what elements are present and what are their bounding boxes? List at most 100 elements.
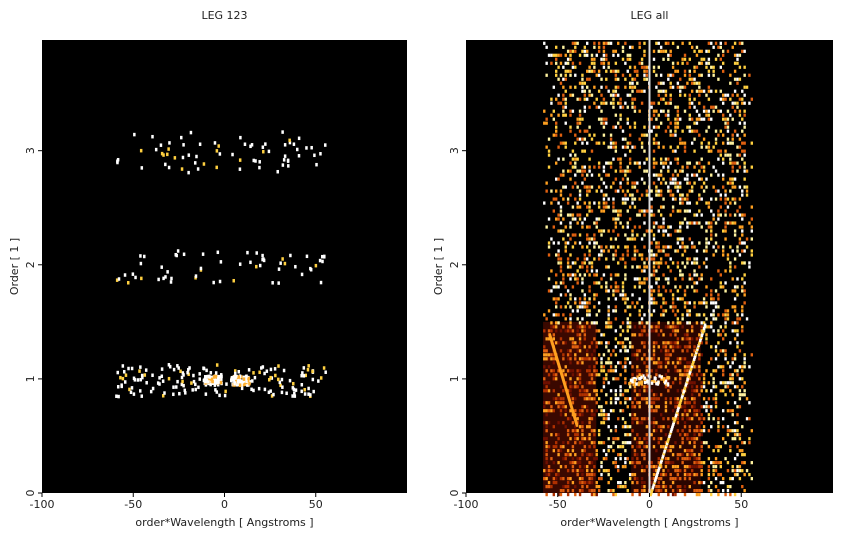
image-pixel [712, 329, 715, 333]
image-pixel [724, 493, 727, 497]
image-pixel [702, 381, 706, 385]
image-pixel [543, 345, 546, 349]
image-pixel [605, 325, 608, 329]
image-pixel [736, 429, 739, 433]
image-pixel [698, 313, 701, 317]
image-pixel [681, 57, 684, 61]
image-pixel [736, 101, 739, 105]
image-pixel [729, 449, 732, 453]
image-pixel [578, 349, 582, 353]
image-pixel [638, 165, 641, 169]
image-pixel [662, 285, 665, 289]
image-pixel [631, 417, 634, 421]
image-pixel [686, 401, 689, 405]
image-pixel [662, 481, 665, 485]
image-pixel [588, 425, 591, 429]
image-pixel [659, 413, 663, 417]
image-pixel [258, 160, 261, 164]
image-pixel [712, 301, 715, 305]
image-pixel [602, 141, 606, 145]
image-pixel [605, 57, 608, 61]
image-pixel [576, 461, 579, 465]
image-pixel [547, 353, 551, 357]
image-pixel [614, 305, 618, 309]
image-pixel [564, 293, 567, 297]
image-pixel [307, 386, 310, 391]
image-pixel [686, 465, 689, 469]
image-pixel [172, 392, 175, 397]
image-pixel [717, 473, 720, 477]
image-pixel [633, 489, 637, 493]
image-pixel [741, 289, 744, 293]
image-pixel [595, 389, 598, 393]
image-pixel [748, 101, 751, 105]
image-pixel [120, 384, 123, 389]
image-pixel [683, 289, 687, 293]
image-pixel [671, 133, 675, 137]
image-pixel [726, 181, 730, 185]
image-pixel [724, 229, 727, 233]
image-pixel [669, 49, 672, 53]
image-pixel [566, 241, 570, 245]
image-pixel [731, 177, 734, 181]
image-pixel [628, 217, 632, 221]
image-pixel [597, 69, 601, 73]
image-pixel [605, 245, 608, 249]
image-pixel [674, 105, 677, 109]
image-pixel [569, 85, 572, 89]
image-pixel [679, 445, 682, 449]
image-pixel [588, 77, 591, 81]
image-pixel [559, 141, 563, 145]
image-pixel [695, 373, 699, 377]
image-pixel [736, 53, 739, 57]
image-pixel [576, 309, 579, 313]
image-pixel [671, 61, 675, 65]
image-pixel [581, 481, 584, 485]
image-pixel [557, 257, 560, 261]
image-pixel [700, 329, 703, 333]
image-pixel [246, 378, 250, 383]
image-pixel [714, 349, 718, 353]
image-pixel [688, 125, 691, 129]
image-pixel [698, 49, 701, 53]
image-pixel [662, 225, 665, 229]
image-pixel [557, 469, 560, 473]
image-pixel [617, 445, 620, 449]
image-pixel [619, 389, 622, 393]
image-pixel [688, 201, 691, 205]
image-pixel [679, 85, 682, 89]
image-pixel [736, 333, 739, 337]
image-pixel [566, 469, 570, 473]
image-pixel [545, 369, 548, 373]
image-pixel [564, 97, 567, 101]
image-pixel [712, 217, 715, 221]
image-pixel [707, 85, 711, 89]
image-pixel [662, 453, 665, 457]
image-pixel [238, 383, 242, 387]
image-pixel [614, 493, 618, 497]
image-pixel [724, 189, 727, 193]
image-pixel [726, 253, 730, 257]
image-pixel [674, 477, 677, 481]
image-pixel [626, 145, 629, 149]
image-pixel [710, 237, 713, 241]
image-pixel [277, 377, 280, 382]
image-pixel [621, 485, 625, 489]
image-pixel [693, 457, 696, 461]
image-pixel [609, 93, 613, 97]
image-pixel [707, 109, 711, 113]
image-pixel [285, 391, 288, 396]
image-pixel [557, 177, 560, 181]
image-pixel [705, 61, 708, 65]
image-pixel [666, 439, 669, 444]
image-pixel [614, 465, 618, 469]
image-pixel [593, 245, 596, 249]
image-pixel [562, 141, 565, 145]
image-pixel [640, 257, 644, 261]
image-pixel [741, 217, 744, 221]
image-pixel [566, 289, 570, 293]
image-pixel [602, 209, 606, 213]
image-pixel [717, 493, 720, 497]
image-pixel [586, 393, 589, 397]
image-pixel [679, 485, 682, 489]
